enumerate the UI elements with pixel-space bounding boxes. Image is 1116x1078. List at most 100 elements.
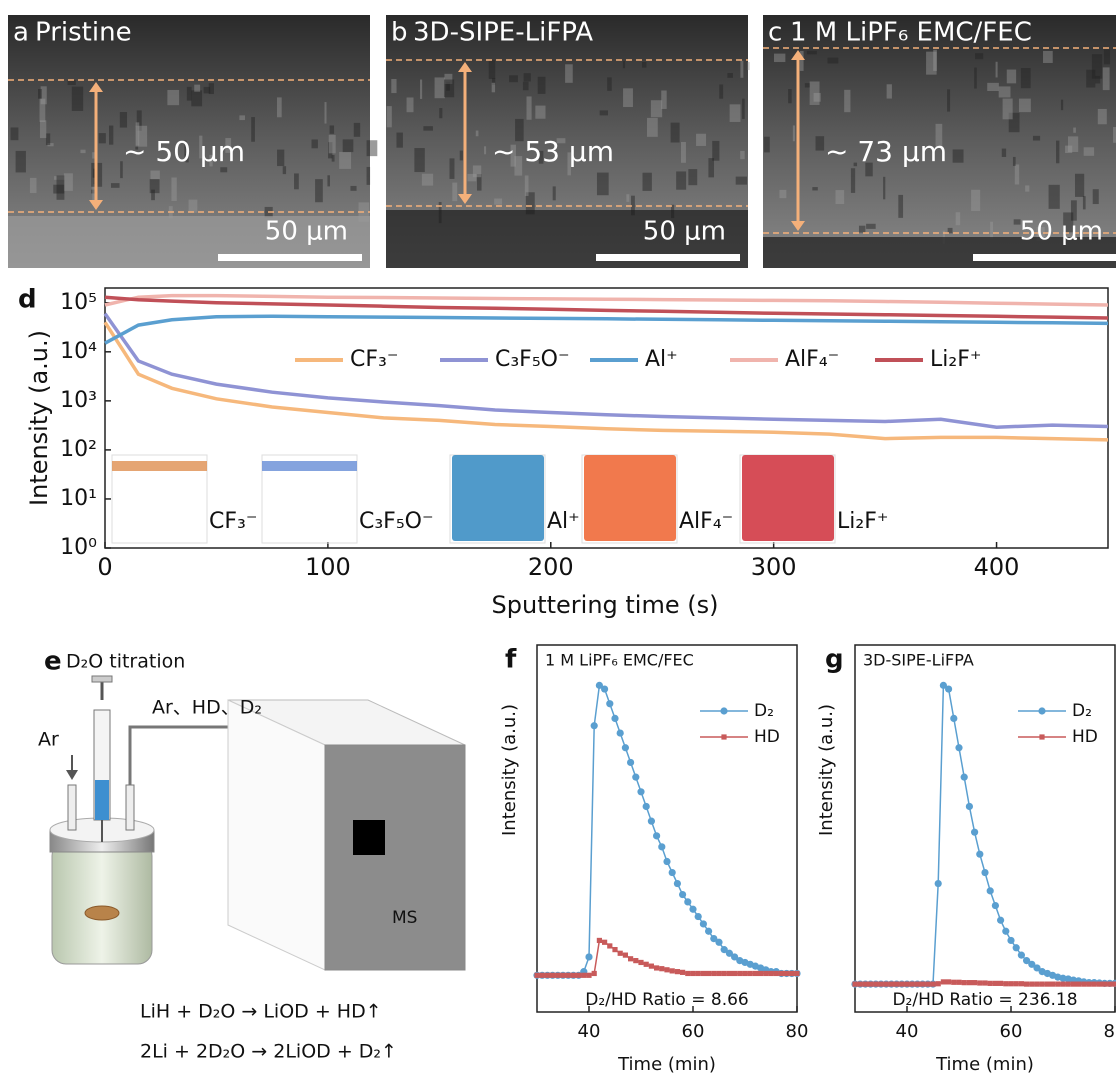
data-point xyxy=(628,956,634,962)
inset-cube xyxy=(452,455,544,541)
sem-texture xyxy=(1002,98,1013,120)
plot-frame xyxy=(104,287,1109,549)
data-point xyxy=(778,970,784,977)
sem-texture xyxy=(459,150,463,161)
data-point xyxy=(544,972,550,978)
sem-texture xyxy=(71,86,84,111)
data-point xyxy=(789,970,795,977)
legend-marker xyxy=(1039,734,1045,740)
sem-texture xyxy=(194,84,201,92)
data-point xyxy=(731,953,739,961)
data-point xyxy=(654,965,660,971)
data-point xyxy=(633,958,639,964)
series-line xyxy=(104,295,1109,320)
data-point xyxy=(763,970,769,977)
sem-texture xyxy=(225,138,232,153)
inset-label: Al⁺ xyxy=(547,509,580,534)
sem-texture xyxy=(1113,127,1116,143)
data-point xyxy=(1008,981,1014,987)
sem-texture xyxy=(1091,54,1103,79)
y-axis-label: Intensity (a.u.) xyxy=(816,704,837,836)
data-point xyxy=(694,912,702,921)
sem-texture xyxy=(631,195,635,216)
data-point xyxy=(1012,944,1020,952)
y-tick-label: 10² xyxy=(60,437,97,462)
sem-texture xyxy=(987,82,999,92)
data-point xyxy=(581,972,587,978)
data-point xyxy=(663,857,671,866)
data-point xyxy=(720,946,728,954)
inset-label: AlF₄⁻ xyxy=(679,509,733,534)
data-point xyxy=(705,927,713,935)
sem-texture xyxy=(729,104,741,122)
sem-texture xyxy=(535,105,546,119)
sem-texture xyxy=(220,167,228,173)
sem-texture xyxy=(1060,99,1064,111)
sem-texture xyxy=(510,144,516,167)
sem-texture xyxy=(742,98,745,119)
data-point xyxy=(1070,981,1076,987)
sem-texture xyxy=(898,194,904,218)
sem-texture xyxy=(1070,200,1077,221)
sem-texture xyxy=(850,168,856,193)
legend-label: D₂ xyxy=(1072,701,1092,721)
sem-texture xyxy=(91,189,95,194)
sem-texture xyxy=(804,83,810,88)
x-tick-label: 80 xyxy=(786,1021,809,1042)
sem-texture xyxy=(45,133,51,146)
sem-texture xyxy=(492,78,496,85)
sem-texture xyxy=(294,173,299,190)
data-point xyxy=(940,979,946,985)
data-point xyxy=(747,970,753,977)
legend-label: HD xyxy=(754,727,780,747)
data-point xyxy=(706,970,712,977)
y-tick-label: 10⁵ xyxy=(60,290,97,315)
sem-texture xyxy=(676,171,687,190)
plot-frame xyxy=(854,644,1116,1013)
sem-texture xyxy=(1008,112,1020,133)
sem-texture xyxy=(342,139,354,153)
sem-texture xyxy=(552,186,556,201)
data-point xyxy=(1050,981,1056,987)
scale-bar xyxy=(596,254,740,261)
sem-texture xyxy=(712,140,720,161)
sem-texture xyxy=(350,185,357,191)
inset-box xyxy=(261,454,358,544)
sem-texture xyxy=(452,182,458,202)
data-point xyxy=(878,981,884,987)
data-point xyxy=(648,963,654,969)
data-point xyxy=(627,758,635,767)
sem-texture xyxy=(647,117,658,137)
sem-texture xyxy=(708,158,715,178)
data-point xyxy=(1023,957,1031,965)
sem-texture xyxy=(15,150,26,173)
y-axis-label: Intensity (a.u.) xyxy=(499,704,520,836)
sem-texture xyxy=(515,118,524,142)
data-point xyxy=(950,714,958,723)
data-point xyxy=(595,681,604,689)
inset-label: Li₂F⁺ xyxy=(837,509,888,534)
data-point xyxy=(909,981,915,987)
diagram-title: D₂O titration xyxy=(66,651,185,673)
panel-label: e xyxy=(44,647,62,677)
sem-texture xyxy=(184,140,187,158)
sem-texture xyxy=(599,110,608,116)
data-point xyxy=(883,981,889,987)
data-point xyxy=(1018,981,1024,987)
sem-texture xyxy=(626,194,630,202)
data-point xyxy=(576,972,582,978)
x-tick-label: 60 xyxy=(682,1021,705,1042)
sem-texture xyxy=(467,173,477,182)
scale-bar-label: 50 μm xyxy=(643,217,726,247)
sem-texture xyxy=(1063,212,1074,233)
sem-texture xyxy=(1018,98,1031,113)
x-tick-label: 0 xyxy=(97,553,112,581)
sem-texture xyxy=(998,86,1011,98)
sem-texture xyxy=(149,179,160,194)
sem-texture xyxy=(670,122,680,143)
data-point xyxy=(684,898,692,906)
data-point xyxy=(1107,981,1113,987)
panel-title: 1 M LiPF₆ EMC/FEC xyxy=(790,18,1032,48)
data-point xyxy=(616,729,624,737)
sem-texture xyxy=(865,162,873,177)
